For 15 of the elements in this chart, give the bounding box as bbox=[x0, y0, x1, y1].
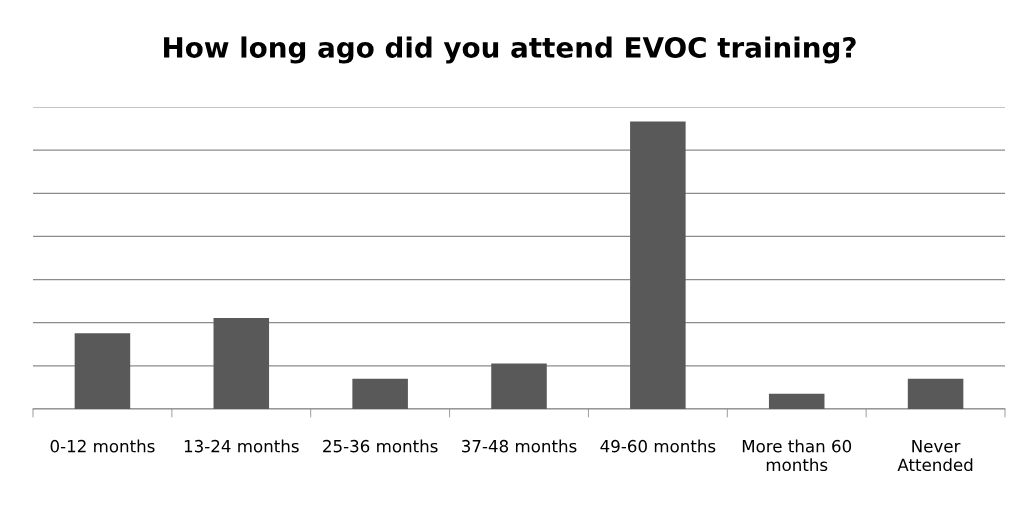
bar bbox=[491, 363, 547, 409]
bar bbox=[74, 333, 131, 409]
x-tick-label: 0-12 months bbox=[50, 439, 155, 453]
x-tick-label: 25-36 months bbox=[323, 439, 438, 453]
bar bbox=[213, 318, 270, 409]
bar bbox=[352, 378, 408, 409]
chart-title: How long ago did you attend EVOC training? bbox=[164, 36, 856, 64]
x-tick-label: 49-60 months bbox=[600, 439, 716, 453]
x-tick-label: More than 60 months bbox=[742, 439, 852, 472]
x-tick-label: 37-48 months bbox=[462, 439, 577, 453]
bar bbox=[630, 121, 686, 409]
x-tick-label: 13-24 months bbox=[184, 439, 299, 453]
bar bbox=[907, 378, 964, 409]
x-tick-label: Never Attended bbox=[897, 440, 973, 472]
bar bbox=[768, 393, 825, 409]
